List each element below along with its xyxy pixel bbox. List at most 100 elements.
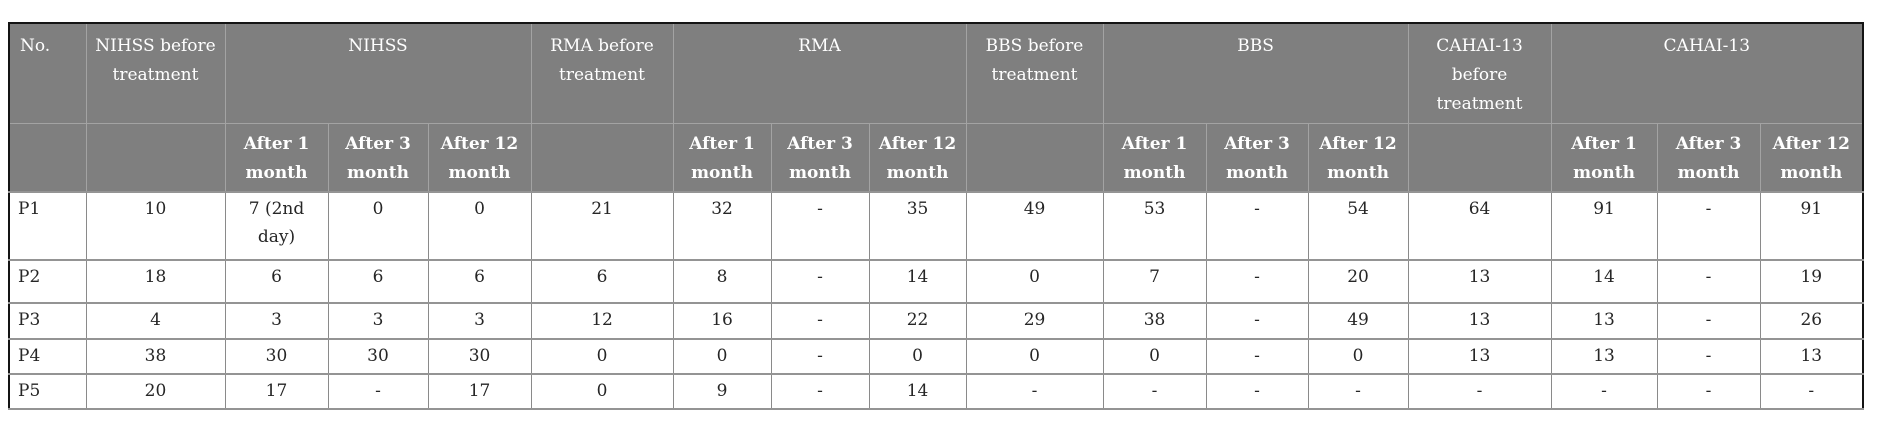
table-cell: - xyxy=(1205,337,1309,375)
header-spacer-cell xyxy=(85,122,226,193)
table-cell: 9 xyxy=(672,372,772,411)
header-after-3-month: After 3 month xyxy=(327,122,429,193)
table-cell: - xyxy=(1550,372,1658,411)
table-cell: 12 xyxy=(530,302,674,340)
table-cell: 6 xyxy=(327,259,429,305)
header-bbs-group: BBS xyxy=(1102,22,1409,124)
table-cell: - xyxy=(770,302,870,340)
table-cell: 20 xyxy=(85,372,226,411)
table-cell: 0 xyxy=(965,337,1104,375)
header-after-1-month: After 1 month xyxy=(224,122,329,193)
header-after-12-month: After 12 month xyxy=(427,122,532,193)
table-cell: 38 xyxy=(85,337,226,375)
table-cell: 13 xyxy=(1759,337,1864,375)
table-cell: 0 xyxy=(672,337,772,375)
table-cell: 3 xyxy=(327,302,429,340)
table-cell: - xyxy=(1307,372,1409,411)
patient-scores-table: No. NIHSS before treatment NIHSS RMA bef… xyxy=(8,22,1865,411)
table-cell: - xyxy=(1656,259,1761,305)
table-cell: 7 xyxy=(1102,259,1207,305)
table-cell: 6 xyxy=(427,259,532,305)
results-table-container: No. NIHSS before treatment NIHSS RMA bef… xyxy=(8,22,1865,411)
table-cell: 3 xyxy=(224,302,329,340)
row-label: P1 xyxy=(8,191,87,262)
table-cell: - xyxy=(1656,337,1761,375)
header-row-main: No. NIHSS before treatment NIHSS RMA bef… xyxy=(8,22,1864,124)
table-cell: 54 xyxy=(1307,191,1409,262)
table-cell: 21 xyxy=(530,191,674,262)
table-cell: - xyxy=(1656,372,1761,411)
table-cell: - xyxy=(327,372,429,411)
header-nihss-before: NIHSS before treatment xyxy=(85,22,226,124)
table-cell: 49 xyxy=(1307,302,1409,340)
table-cell: 18 xyxy=(85,259,226,305)
header-rma-before: RMA before treatment xyxy=(530,22,674,124)
header-cahai-before: CAHAI-13 before treatment xyxy=(1407,22,1552,124)
table-cell: 29 xyxy=(965,302,1104,340)
table-cell: - xyxy=(770,259,870,305)
header-spacer-cell xyxy=(530,122,674,193)
table-cell: - xyxy=(1407,372,1552,411)
table-cell: 14 xyxy=(1550,259,1658,305)
row-label: P2 xyxy=(8,259,87,305)
table-cell: 0 xyxy=(1307,337,1409,375)
table-cell: 22 xyxy=(868,302,967,340)
table-cell: 32 xyxy=(672,191,772,262)
table-cell: - xyxy=(965,372,1104,411)
table-cell: 64 xyxy=(1407,191,1552,262)
table-cell: 38 xyxy=(1102,302,1207,340)
header-nihss-group: NIHSS xyxy=(224,22,532,124)
table-cell: - xyxy=(1759,372,1864,411)
table-cell: 16 xyxy=(672,302,772,340)
table-cell: 35 xyxy=(868,191,967,262)
table-row: P3 4 3 3 3 12 16-22 29 38-49 13 13-26 xyxy=(8,302,1864,340)
table-cell: 49 xyxy=(965,191,1104,262)
table-cell: 91 xyxy=(1759,191,1864,262)
table-cell: 30 xyxy=(327,337,429,375)
header-cahai-group: CAHAI-13 xyxy=(1550,22,1864,124)
table-header: No. NIHSS before treatment NIHSS RMA bef… xyxy=(8,22,1864,193)
table-cell: - xyxy=(1205,259,1309,305)
row-label: P5 xyxy=(8,372,87,411)
header-spacer-cell xyxy=(8,122,87,193)
table-cell: 14 xyxy=(868,372,967,411)
table-body: P1 10 7 (2nd day) 0 0 21 32-35 49 53-54 64 91-91 P2… xyxy=(8,191,1864,411)
table-cell: - xyxy=(1102,372,1207,411)
table-cell: 13 xyxy=(1550,302,1658,340)
table-cell: 14 xyxy=(868,259,967,305)
header-after-1-month: After 1 month xyxy=(672,122,772,193)
table-cell: 10 xyxy=(85,191,226,262)
header-after-12-month: After 12 month xyxy=(1307,122,1409,193)
table-cell: 13 xyxy=(1407,302,1552,340)
table-cell: 19 xyxy=(1759,259,1864,305)
row-label: P4 xyxy=(8,337,87,375)
table-cell: 0 xyxy=(530,372,674,411)
table-cell: 4 xyxy=(85,302,226,340)
header-spacer-cell xyxy=(965,122,1104,193)
row-label: P3 xyxy=(8,302,87,340)
table-cell: - xyxy=(1656,302,1761,340)
table-cell: 20 xyxy=(1307,259,1409,305)
header-after-12-month: After 12 month xyxy=(868,122,967,193)
table-cell: 13 xyxy=(1550,337,1658,375)
table-cell: 30 xyxy=(427,337,532,375)
table-cell: 7 (2nd day) xyxy=(224,191,329,262)
table-cell: 13 xyxy=(1407,337,1552,375)
table-cell: 26 xyxy=(1759,302,1864,340)
header-after-12-month: After 12 month xyxy=(1759,122,1864,193)
table-row: P5 20 17-17 0 9-14- - - - - - - - xyxy=(8,372,1864,411)
table-cell: 0 xyxy=(868,337,967,375)
header-after-1-month: After 1 month xyxy=(1102,122,1207,193)
table-cell: 53 xyxy=(1102,191,1207,262)
header-after-3-month: After 3 month xyxy=(770,122,870,193)
table-cell: - xyxy=(770,337,870,375)
header-bbs-before: BBS before treatment xyxy=(965,22,1104,124)
table-cell: - xyxy=(1205,191,1309,262)
table-cell: 30 xyxy=(224,337,329,375)
table-cell: 0 xyxy=(427,191,532,262)
table-row: P4 38 30 30 30 0 0-0 0 0-0 13 13-13 xyxy=(8,337,1864,375)
header-row-sub: After 1 month After 3 month After 12 mon… xyxy=(8,122,1864,193)
table-row: P1 10 7 (2nd day) 0 0 21 32-35 49 53-54 64 91-91 xyxy=(8,191,1864,262)
table-cell: 8 xyxy=(672,259,772,305)
header-spacer-cell xyxy=(1407,122,1552,193)
